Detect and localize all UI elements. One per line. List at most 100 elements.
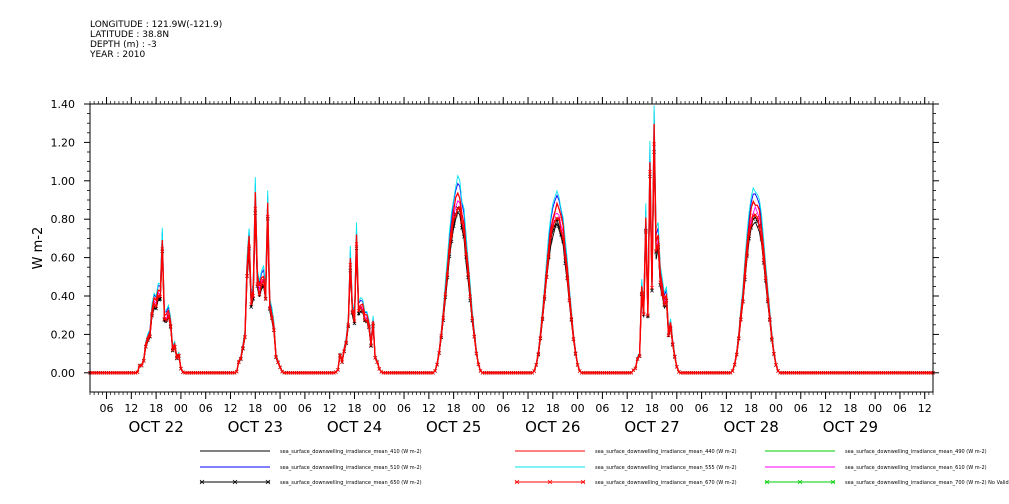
legend-label: sea_surface_downwelling_irradiance_mean_… bbox=[595, 465, 737, 471]
axis-layer: 0.00 0.20 0.40 0.60 0.80 1.00 1.20 1.40 06 12 18 00… bbox=[51, 97, 939, 436]
series-marker-8 bbox=[247, 244, 251, 249]
series-marker-8 bbox=[654, 248, 658, 253]
series-marker-8 bbox=[660, 292, 665, 297]
x-hour-label: 00 bbox=[372, 402, 386, 415]
series-marker-8 bbox=[362, 317, 367, 322]
series-marker-8 bbox=[548, 234, 553, 238]
legend-label: sea_surface_downwelling_irradiance_mean_… bbox=[280, 465, 422, 471]
series-layer bbox=[88, 105, 935, 375]
series-marker-8 bbox=[156, 294, 161, 298]
legend-item: sea_surface_downwelling_irradiance_mean_… bbox=[200, 449, 422, 455]
series-marker-8 bbox=[536, 351, 541, 356]
series-marker-8 bbox=[251, 293, 256, 298]
legend-item: sea_surface_downwelling_irradiance_mean_… bbox=[765, 465, 987, 471]
series-line-6 bbox=[90, 133, 933, 374]
series-marker-8 bbox=[255, 282, 260, 286]
header-block: LONGITUDE : 121.9W(-121.9) LATITUDE : 38… bbox=[90, 20, 222, 60]
series-8 bbox=[88, 142, 935, 375]
series-marker-8 bbox=[170, 347, 175, 352]
x-hour-label: 18 bbox=[645, 402, 659, 415]
series-marker-8 bbox=[635, 356, 640, 361]
series-marker-8 bbox=[154, 304, 158, 309]
series-marker-8 bbox=[354, 242, 359, 247]
series-marker-8 bbox=[241, 346, 245, 350]
series-marker-8 bbox=[741, 299, 745, 304]
y-tick-label: 0.40 bbox=[51, 290, 76, 303]
series-marker-8 bbox=[664, 298, 669, 303]
series-marker-8 bbox=[677, 370, 681, 374]
series-marker-8 bbox=[468, 294, 473, 299]
series-marker-8 bbox=[166, 314, 171, 318]
legend-marker bbox=[580, 479, 586, 485]
series-6 bbox=[90, 133, 933, 374]
y-tick-label: 0.20 bbox=[51, 328, 76, 341]
series-marker-8 bbox=[745, 252, 749, 257]
series-marker-8 bbox=[352, 319, 357, 323]
series-marker-8 bbox=[532, 369, 537, 373]
series-marker-8 bbox=[350, 310, 355, 314]
x-hour-label: 12 bbox=[819, 402, 833, 415]
series-marker-8 bbox=[379, 370, 384, 374]
y-tick-label: 1.00 bbox=[51, 175, 76, 188]
series-marker-8 bbox=[656, 243, 661, 247]
series-line-8 bbox=[90, 144, 933, 374]
series-marker-8 bbox=[164, 318, 169, 322]
x-date-label: OCT 23 bbox=[228, 418, 283, 436]
series-marker-8 bbox=[148, 334, 152, 338]
x-hour-label: 00 bbox=[670, 402, 684, 415]
x-hour-label: 12 bbox=[620, 402, 634, 415]
series-marker-8 bbox=[168, 323, 173, 328]
legend-marker bbox=[797, 479, 803, 485]
y-tick-label: 0.60 bbox=[51, 252, 76, 265]
series-marker-8 bbox=[375, 360, 380, 365]
x-hour-label: 06 bbox=[397, 402, 411, 415]
series-marker-8 bbox=[457, 205, 462, 210]
series-marker-7 bbox=[646, 314, 650, 319]
series-marker-8 bbox=[761, 258, 766, 263]
legend-label: sea_surface_downwelling_irradiance_mean_… bbox=[280, 480, 422, 486]
x-hour-label: 12 bbox=[422, 402, 436, 415]
series-marker-8 bbox=[759, 236, 764, 241]
series-marker-8 bbox=[561, 236, 566, 241]
legend-marker bbox=[514, 479, 520, 485]
x-hour-label: 06 bbox=[893, 402, 907, 415]
series-marker-8 bbox=[280, 369, 285, 374]
series-marker-8 bbox=[272, 328, 276, 332]
series-marker-8 bbox=[565, 276, 570, 281]
series-marker-8 bbox=[571, 337, 576, 341]
series-marker-8 bbox=[639, 291, 644, 296]
header-year: YEAR : 2010 bbox=[90, 50, 146, 60]
series-marker-8 bbox=[365, 318, 369, 323]
series-marker-8 bbox=[672, 354, 677, 359]
x-hour-label: 00 bbox=[769, 402, 783, 415]
series-marker-8 bbox=[274, 354, 278, 359]
series-marker-8 bbox=[674, 364, 679, 369]
x-hour-label: 18 bbox=[347, 402, 361, 415]
series-marker-8 bbox=[559, 229, 563, 233]
x-hour-label: 06 bbox=[695, 402, 709, 415]
series-marker-8 bbox=[540, 316, 545, 321]
legend-item: sea_surface_downwelling_irradiance_mean_… bbox=[515, 465, 737, 471]
series-marker-8 bbox=[460, 220, 464, 224]
legend-item: sea_surface_downwelling_irradiance_mean_… bbox=[764, 479, 1009, 486]
series-marker-8 bbox=[447, 249, 452, 253]
series-marker-7 bbox=[369, 344, 373, 348]
series-marker-8 bbox=[158, 294, 163, 299]
x-hour-label: 18 bbox=[546, 402, 560, 415]
y-tick-label: 1.40 bbox=[51, 98, 76, 111]
series-marker-8 bbox=[453, 213, 458, 218]
series-marker-8 bbox=[670, 342, 675, 346]
x-date-label: OCT 28 bbox=[724, 418, 779, 436]
series-marker-8 bbox=[557, 216, 561, 221]
series-marker-8 bbox=[162, 317, 167, 321]
series-marker-8 bbox=[346, 323, 351, 327]
legend-item: sea_surface_downwelling_irradiance_mean_… bbox=[765, 449, 987, 455]
series-marker-8 bbox=[146, 337, 150, 342]
x-hour-label: 12 bbox=[521, 402, 535, 415]
y-tick-label: 0.80 bbox=[51, 213, 76, 226]
series-marker-8 bbox=[538, 336, 543, 340]
series-marker-8 bbox=[367, 324, 371, 329]
series-marker-8 bbox=[629, 370, 634, 375]
series-marker-8 bbox=[437, 350, 442, 355]
series-marker-8 bbox=[553, 219, 557, 223]
